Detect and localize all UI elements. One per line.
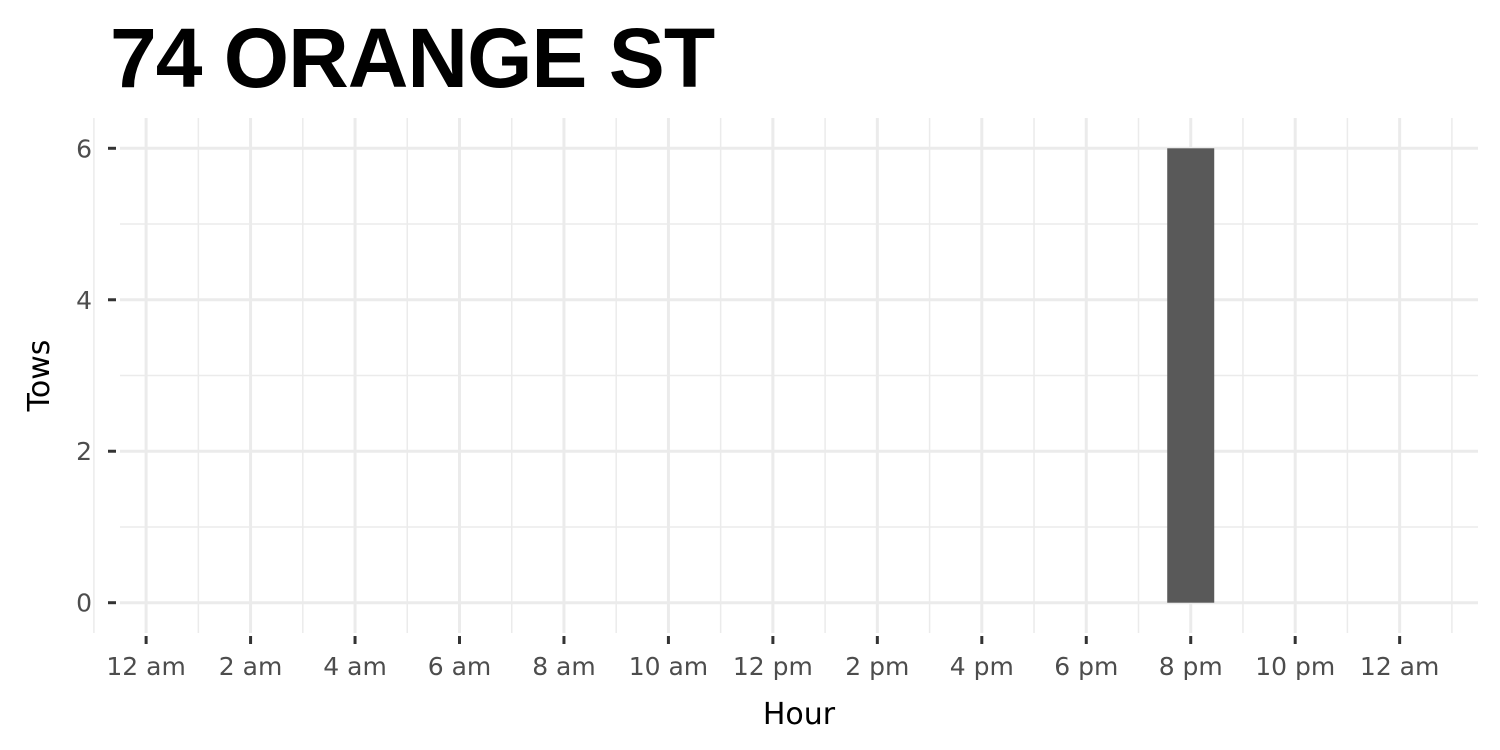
bar [1167, 148, 1215, 603]
x-tick-label: 10 pm [1255, 652, 1335, 681]
x-tick-label: 12 am [106, 652, 185, 681]
x-tick-label: 2 pm [845, 652, 909, 681]
x-tick-label: 2 am [219, 652, 283, 681]
x-tick-label: 6 pm [1054, 652, 1118, 681]
x-axis-title: Hour [763, 697, 836, 732]
y-tick-label: 6 [76, 134, 92, 163]
y-tick-label: 2 [76, 437, 92, 466]
x-tick-label: 10 am [629, 652, 708, 681]
y-axis: 0 2 4 6 [76, 134, 116, 618]
chart-title: 74 ORANGE ST [110, 11, 715, 105]
x-tick-label: 12 am [1360, 652, 1439, 681]
minor-gridlines [93, 118, 1478, 633]
x-tick-label: 4 am [323, 652, 387, 681]
x-tick-label: 6 am [428, 652, 492, 681]
x-tick-label: 4 pm [950, 652, 1014, 681]
bars [1167, 148, 1215, 603]
x-tick-label: 12 pm [733, 652, 813, 681]
y-tick-label: 4 [76, 286, 92, 315]
x-tick-label: 8 am [532, 652, 596, 681]
x-tick-label: 8 pm [1159, 652, 1223, 681]
y-axis-title: Tows [22, 340, 57, 413]
x-axis: 12 am 2 am 4 am 6 am 8 am 10 am 12 pm 2 pm 4 pm 6… [106, 636, 1439, 681]
y-tick-label: 0 [76, 589, 92, 618]
